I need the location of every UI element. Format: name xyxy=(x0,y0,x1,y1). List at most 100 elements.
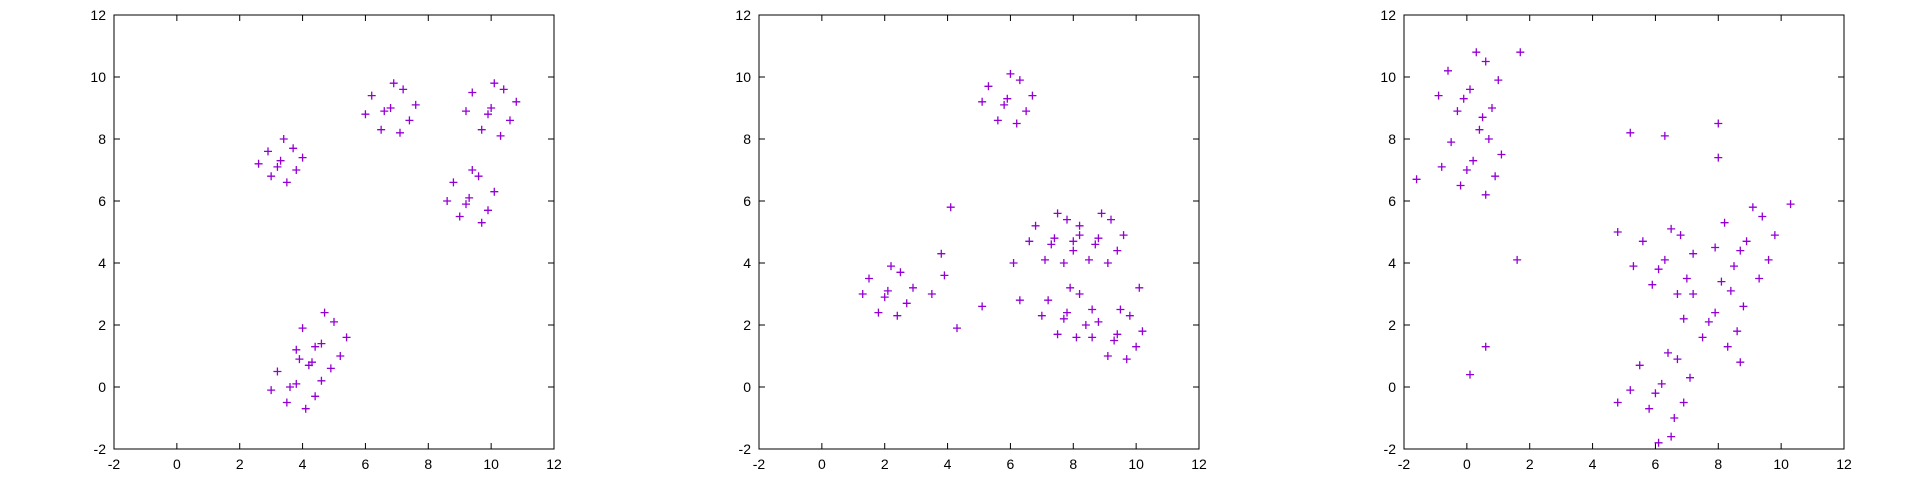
y-tick-label: 2 xyxy=(1388,317,1396,333)
scatter-point xyxy=(1645,404,1654,413)
scatter-point xyxy=(1044,296,1053,305)
scatter-point xyxy=(1736,358,1745,367)
scatter-point xyxy=(1711,243,1720,252)
y-tick-label: 4 xyxy=(743,255,751,271)
scatter-point xyxy=(1125,311,1134,320)
scatter-point xyxy=(984,82,993,91)
scatter-point xyxy=(1447,138,1456,147)
scatter-point xyxy=(1063,215,1071,224)
x-tick-label: 0 xyxy=(1463,456,1471,472)
scatter-point xyxy=(289,144,298,153)
scatter-point xyxy=(342,333,351,342)
scatter-point xyxy=(1748,203,1757,212)
x-tick-label: 6 xyxy=(1652,456,1660,472)
scatter-point xyxy=(411,100,420,109)
scatter-point xyxy=(267,386,276,395)
scatter-point xyxy=(1069,246,1078,255)
scatter-point xyxy=(1714,119,1723,128)
scatter-point xyxy=(1739,302,1748,311)
scatter-point xyxy=(1698,333,1707,342)
y-tick-label: 0 xyxy=(98,379,106,395)
scatter-point xyxy=(937,249,946,258)
scatter-point xyxy=(1651,389,1660,398)
scatter-point xyxy=(1031,221,1040,230)
y-tick-label: -2 xyxy=(94,441,107,457)
y-tick-label: 4 xyxy=(1388,255,1396,271)
scatter-point xyxy=(953,324,961,333)
scatter-point xyxy=(1466,85,1474,94)
y-tick-label: 8 xyxy=(98,131,106,147)
scatter-point xyxy=(455,212,464,221)
scatter-point xyxy=(377,125,386,134)
scatter-point xyxy=(1494,76,1503,85)
x-tick-label: 4 xyxy=(944,456,952,472)
scatter-point xyxy=(292,166,301,174)
scatter-point xyxy=(361,110,370,119)
scatter-point xyxy=(282,178,291,187)
scatter-point xyxy=(1711,308,1720,317)
y-tick-label: 10 xyxy=(1380,69,1396,85)
scatter-point xyxy=(1673,355,1682,364)
scatter-point xyxy=(1412,175,1421,184)
scatter-point xyxy=(317,339,326,348)
scatter-point xyxy=(468,88,477,97)
scatter-point xyxy=(389,79,398,88)
x-tick-label: 12 xyxy=(1191,456,1207,472)
scatter-point xyxy=(1132,342,1141,351)
scatter-point xyxy=(1472,48,1481,57)
scatter-point xyxy=(405,116,414,125)
x-tick-label: 8 xyxy=(1069,456,1077,472)
scatter-point xyxy=(1516,48,1525,57)
scatter-point xyxy=(1053,330,1062,339)
scatter-point xyxy=(1097,209,1106,218)
y-tick-label: -2 xyxy=(1384,441,1397,457)
x-tick-label: 10 xyxy=(1128,456,1144,472)
scatter-point xyxy=(1116,305,1125,314)
scatter-point xyxy=(1481,57,1490,66)
scatter-point xyxy=(304,361,313,370)
scatter-point xyxy=(1069,237,1078,246)
scatter-point xyxy=(1009,259,1018,267)
scatter-point xyxy=(336,352,345,360)
scatter-point xyxy=(1682,274,1691,283)
y-tick-label: 10 xyxy=(90,69,106,85)
scatter-point xyxy=(1012,119,1021,128)
scatter-point xyxy=(1459,94,1468,103)
scatter-point xyxy=(282,398,291,407)
scatter-point xyxy=(1657,379,1666,388)
scatter-point xyxy=(1037,311,1046,320)
scatter-point xyxy=(1453,107,1462,116)
scatter-point xyxy=(1613,228,1622,236)
scatter-point xyxy=(940,271,949,280)
scatter-point xyxy=(1667,432,1676,441)
x-tick-label: 0 xyxy=(818,456,826,472)
x-tick-label: -2 xyxy=(108,456,121,472)
scatter-point xyxy=(1081,321,1090,329)
scatter-point xyxy=(1689,290,1698,298)
scatter-point xyxy=(1676,231,1685,240)
x-tick-label: 6 xyxy=(362,456,370,472)
scatter-point xyxy=(1110,336,1119,345)
scatter-point xyxy=(273,162,282,171)
scatter-point xyxy=(1714,153,1723,162)
scatter-point xyxy=(978,302,987,311)
scatter-point xyxy=(1456,181,1465,190)
x-tick-label: 2 xyxy=(881,456,889,472)
scatter-point xyxy=(865,274,873,283)
scatter-point xyxy=(279,135,288,143)
scatter-point xyxy=(490,79,499,88)
scatter-point xyxy=(1670,414,1679,422)
scatter-point xyxy=(1103,259,1112,267)
scatter-point xyxy=(276,156,285,165)
scatter-point xyxy=(1003,94,1012,103)
scatter-point xyxy=(893,311,902,320)
scatter-point xyxy=(1689,249,1698,258)
y-tick-label: 0 xyxy=(743,379,751,395)
scatter-point xyxy=(1085,255,1093,264)
scatter-point xyxy=(396,128,404,137)
scatter-point xyxy=(484,206,492,215)
scatter-point xyxy=(993,116,1002,125)
scatter-point xyxy=(978,97,987,106)
y-tick-label: 0 xyxy=(1388,379,1396,395)
scatter-point xyxy=(1103,352,1112,360)
